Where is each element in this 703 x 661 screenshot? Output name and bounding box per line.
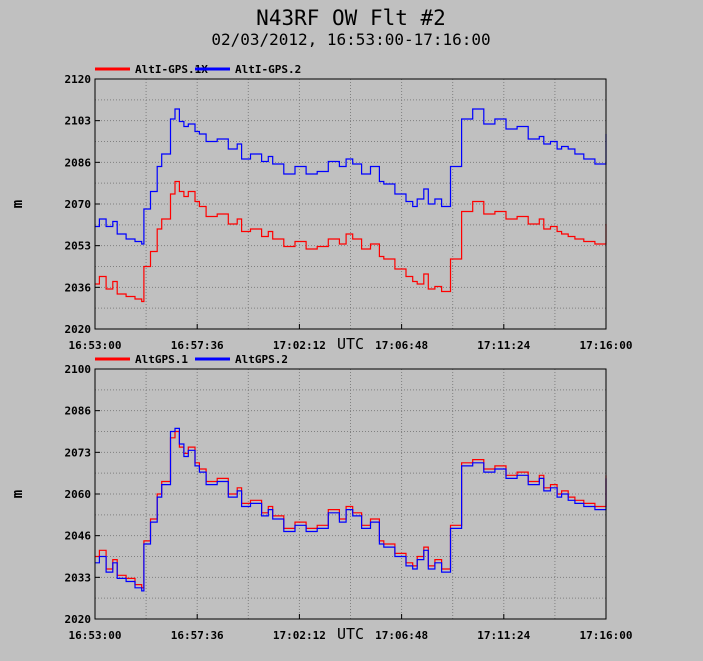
legend-label-2: AltI-GPS.2	[235, 63, 301, 76]
y-axis-label: m	[10, 490, 26, 498]
x-tick-label: 16:53:00	[69, 629, 122, 642]
y-tick-label: 2033	[65, 571, 92, 584]
legend-label-1: AltGPS.1	[135, 353, 188, 366]
y-tick-label: 2103	[65, 115, 92, 128]
plot-frame	[94, 78, 607, 330]
y-tick-label: 2020	[65, 613, 92, 626]
x-tick-label: 17:16:00	[580, 339, 633, 352]
y-axis-label: m	[10, 200, 26, 208]
x-tick-label: 17:02:12	[273, 339, 326, 352]
y-tick-label: 2120	[65, 73, 92, 86]
x-tick-label: 16:53:00	[69, 339, 122, 352]
x-tick-label: 17:16:00	[580, 629, 633, 642]
x-tick-label: 17:11:24	[477, 339, 530, 352]
y-tick-label: 2060	[65, 488, 92, 501]
y-tick-label: 2046	[65, 530, 92, 543]
chart-title: N43RF OW Flt #2	[256, 6, 446, 30]
series-line-1	[95, 180, 607, 303]
x-tick-label: 17:06:48	[375, 629, 428, 642]
y-tick-label: 2053	[65, 240, 92, 253]
x-tick-label: 17:02:12	[273, 629, 326, 642]
y-tick-label: 2100	[65, 363, 92, 376]
y-tick-label: 2070	[65, 198, 92, 211]
x-tick-label: 16:57:36	[171, 629, 224, 642]
y-tick-label: 2086	[65, 156, 92, 169]
x-axis-label: UTC	[337, 625, 364, 643]
top-panel: 2020 2036 2053 2070 2086 2103 2120 16:53:00 16:5…	[10, 63, 632, 353]
series-line-2	[95, 108, 607, 245]
chart-subtitle: 02/03/2012, 16:53:00-17:16:00	[211, 30, 490, 49]
plot-frame	[94, 368, 607, 620]
legend-label-1: AltI-GPS.1X	[135, 63, 208, 76]
x-tick-label: 17:11:24	[477, 629, 530, 642]
y-tick-label: 2036	[65, 281, 92, 294]
y-tick-label: 2086	[65, 405, 92, 418]
bottom-panel: 2020 2033 2046 2060 2073 2086 2100 16:53:00 16:5…	[10, 353, 632, 643]
y-tick-label: 2073	[65, 446, 92, 459]
series-line-2	[95, 427, 607, 592]
legend-label-2: AltGPS.2	[235, 353, 288, 366]
y-tick-label: 2020	[65, 323, 92, 336]
x-tick-label: 17:06:48	[375, 339, 428, 352]
x-tick-label: 16:57:36	[171, 339, 224, 352]
x-axis-label: UTC	[337, 335, 364, 353]
